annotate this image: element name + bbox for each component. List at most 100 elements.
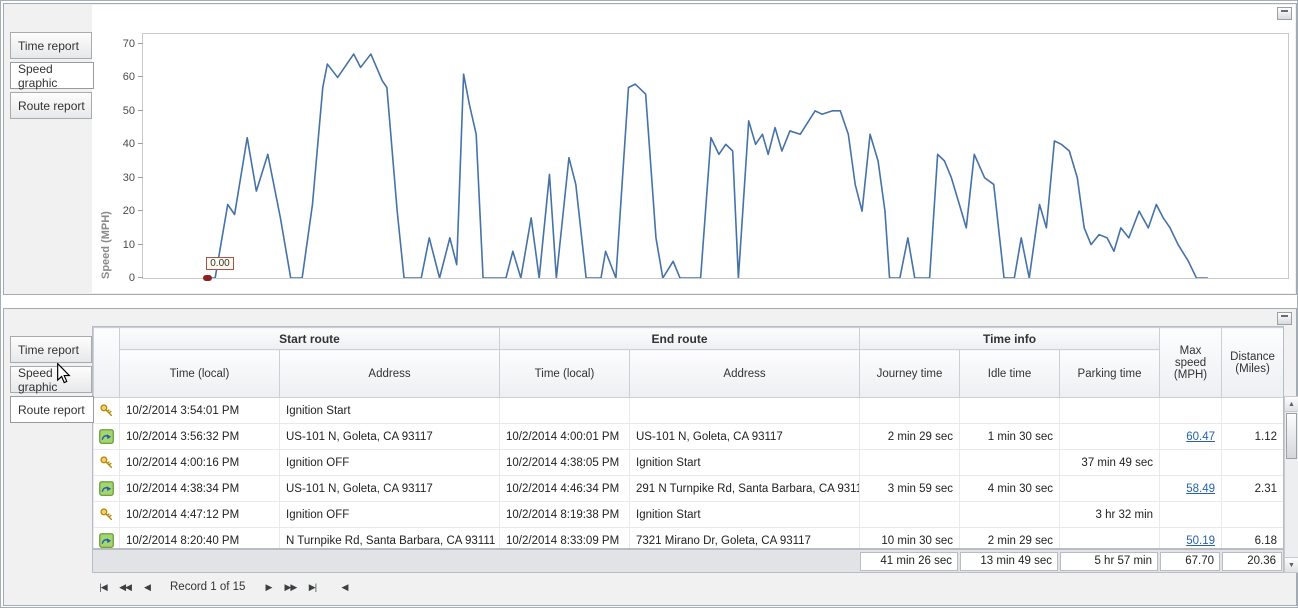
cell-start-time: 10/2/2014 3:56:32 PM [119, 423, 280, 450]
y-axis-tick-mark [138, 143, 143, 145]
nav-prev-button[interactable]: ◀ [144, 581, 151, 592]
summary-idle-time: 13 min 49 sec [960, 551, 1058, 571]
speed-graphic-panel: Speed (MPH) 0 10 20 30 40 50 60 70 0.00 Time rep… [3, 3, 1297, 295]
ignition-key-icon [100, 508, 113, 521]
cell-row-icon [93, 397, 120, 424]
column-header-distance[interactable]: Distance (Miles) [1221, 327, 1283, 398]
group-header-start-route[interactable]: Start route [119, 327, 500, 350]
cell-end-address: Ignition Start [629, 501, 860, 528]
cell-end-address: 7321 Mirano Dr, Goleta, CA 93117 [629, 527, 860, 548]
max-speed-link[interactable]: 50.19 [1186, 534, 1216, 547]
cell-end-time: 10/2/2014 8:33:09 PM [499, 527, 630, 548]
cell-max-speed: 50.19 [1159, 527, 1223, 548]
speed-line-svg [143, 34, 1288, 278]
cell-start-time: 10/2/2014 4:38:34 PM [119, 475, 280, 502]
table-row[interactable]: 10/2/2014 4:47:12 PM Ignition OFF 10/2/201… [93, 501, 1283, 528]
cell-journey-time: 10 min 30 sec [859, 527, 960, 548]
y-axis-tick-label: 20 [122, 205, 135, 218]
column-header-journey-time[interactable]: Journey time [859, 349, 960, 398]
table-row[interactable]: 10/2/2014 4:00:16 PM Ignition OFF 10/2/201… [93, 449, 1283, 476]
cell-distance [1221, 501, 1283, 528]
column-header-start-time[interactable]: Time (local) [119, 349, 280, 398]
record-navigator: |◀ ◀◀ ◀ Record 1 of 15 ▶ ▶▶ ▶| ◀ [92, 576, 355, 598]
max-speed-link[interactable]: 60.47 [1186, 430, 1216, 443]
column-header-start-address[interactable]: Address [279, 349, 500, 398]
nav-next-page-button[interactable]: ▶▶ [284, 581, 298, 592]
vertical-scrollbar[interactable]: ▲ ▼ [1284, 396, 1298, 573]
cell-end-time: 10/2/2014 4:38:05 PM [499, 449, 630, 476]
top-panel-tabs: Time report Speed graphic Route report [4, 32, 94, 122]
cell-journey-time [859, 397, 960, 424]
cell-end-time [499, 397, 630, 424]
cell-max-speed: 58.49 [1159, 475, 1223, 502]
nav-next-button[interactable]: ▶ [265, 581, 272, 592]
table-row[interactable]: 10/2/2014 3:56:32 PM US-101 N, Goleta, CA… [93, 423, 1283, 450]
y-axis-tick-label: 30 [122, 171, 135, 184]
cell-end-time: 10/2/2014 4:46:34 PM [499, 475, 630, 502]
y-axis-tick-mark [138, 243, 143, 245]
cell-parking-time [1058, 397, 1161, 424]
cell-start-address: US-101 N, Goleta, CA 93117 [279, 423, 500, 450]
cell-row-icon [93, 423, 120, 450]
scroll-up-arrow[interactable]: ▲ [1285, 397, 1298, 412]
cell-parking-time: 37 min 49 sec [1058, 449, 1161, 476]
speed-series-line [208, 54, 1208, 278]
column-header-idle-time[interactable]: Idle time [959, 349, 1060, 398]
summary-spacer [93, 561, 859, 562]
y-axis-tick-label: 0 [128, 272, 135, 284]
cell-idle-time [959, 397, 1060, 424]
column-header-end-time[interactable]: Time (local) [499, 349, 630, 398]
cell-idle-time: 1 min 30 sec [959, 423, 1060, 450]
top-tab-speed-graphic[interactable]: Speed graphic [10, 62, 94, 90]
column-header-parking-time[interactable]: Parking time [1058, 349, 1161, 398]
nav-first-button[interactable]: |◀ [99, 581, 107, 592]
y-axis-tick-label: 60 [122, 71, 135, 84]
y-axis-tick-label: 70 [122, 38, 135, 51]
nav-last-button[interactable]: ▶| [308, 581, 317, 592]
bottom-tab-route-report[interactable]: Route report [10, 396, 94, 423]
table-row[interactable]: 10/2/2014 8:20:40 PM N Turnpike Rd, Santa… [93, 527, 1283, 548]
top-tab-route-report[interactable]: Route report [10, 92, 92, 119]
route-table-body: 10/2/2014 3:54:01 PM Ignition Start 10/2/2… [93, 397, 1283, 548]
scrollbar-thumb[interactable] [1286, 413, 1297, 459]
collapse-panel-button[interactable] [1277, 312, 1292, 325]
annotation-label: 0.00 [206, 257, 234, 270]
column-header-end-address[interactable]: Address [629, 349, 860, 398]
cell-row-icon [93, 475, 120, 502]
cell-max-speed [1159, 449, 1223, 476]
cell-row-icon [93, 501, 120, 528]
y-axis-tick-label: 10 [122, 238, 135, 251]
cell-distance [1221, 397, 1283, 424]
cell-start-address: N Turnpike Rd, Santa Barbara, CA 93111 [279, 527, 500, 548]
cell-parking-time [1058, 423, 1161, 450]
h-scroll-left-button[interactable]: ◀ [341, 581, 348, 592]
cell-journey-time [859, 501, 960, 528]
summary-row: 41 min 26 sec 13 min 49 sec 5 hr 57 min … [92, 549, 1284, 573]
scroll-down-arrow[interactable]: ▼ [1285, 557, 1298, 572]
cell-row-icon [93, 527, 120, 548]
row-icon-column-header [93, 327, 120, 398]
cell-end-time: 10/2/2014 4:00:01 PM [499, 423, 630, 450]
route-segment-icon [99, 481, 114, 496]
table-row[interactable]: 10/2/2014 3:54:01 PM Ignition Start [93, 397, 1283, 424]
group-header-time-info[interactable]: Time info [858, 327, 1161, 350]
cell-end-address: 291 N Turnpike Rd, Santa Barbara, CA 931… [629, 475, 860, 502]
group-header-end-route[interactable]: End route [499, 327, 860, 350]
top-tab-time-report[interactable]: Time report [10, 32, 92, 59]
bottom-panel-tabs: Time report Speed graphic Route report [4, 336, 94, 426]
collapse-panel-button[interactable] [1277, 7, 1292, 20]
nav-prev-page-button[interactable]: ◀◀ [119, 581, 132, 592]
max-speed-link[interactable]: 58.49 [1186, 482, 1216, 495]
cell-idle-time: 2 min 29 sec [959, 527, 1060, 548]
table-row[interactable]: 10/2/2014 4:38:34 PM US-101 N, Goleta, CA… [93, 475, 1283, 502]
cell-distance: 6.18 [1221, 527, 1283, 548]
ignition-key-icon [100, 404, 113, 417]
ignition-key-icon [100, 456, 113, 469]
bottom-tab-time-report[interactable]: Time report [10, 336, 92, 363]
column-header-max-speed[interactable]: Max speed (MPH) [1159, 327, 1223, 398]
y-axis-tick-mark [138, 210, 143, 212]
cell-journey-time [859, 449, 960, 476]
cell-idle-time [959, 449, 1060, 476]
bottom-tab-speed-graphic[interactable]: Speed graphic [10, 366, 92, 394]
